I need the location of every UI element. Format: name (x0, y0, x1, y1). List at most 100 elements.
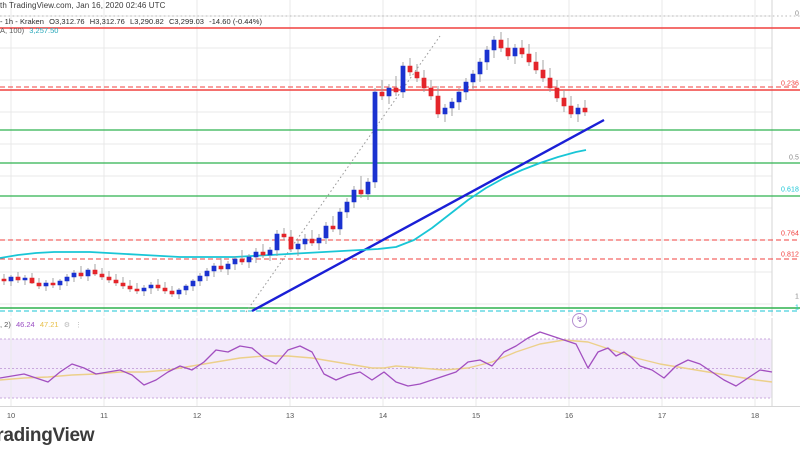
candle-body (379, 91, 385, 97)
price-axis-label[interactable]: 1 (795, 304, 799, 312)
candle-body (8, 276, 14, 282)
candle-body (470, 73, 476, 83)
change-value: -14.60 (-0.44%) (209, 17, 263, 26)
chart-source-caption: th TradingView.com, Jan 16, 2020 02:46 U… (0, 1, 166, 10)
candle-body (64, 276, 70, 282)
candle-body (505, 47, 511, 57)
rsi-legend[interactable]: , 2) 46.24 47.21 ⚙ ⋮ (0, 320, 82, 329)
candle-body (435, 95, 441, 115)
candle-body (540, 69, 546, 79)
rsi-main-line (0, 331, 773, 387)
candle-body (477, 61, 483, 75)
candle-body (225, 263, 231, 270)
candle-body (358, 189, 364, 195)
open-value: O3,312.76 (49, 17, 85, 26)
candle-body (155, 284, 161, 289)
candle-body (78, 272, 84, 277)
time-axis-tick: 17 (657, 411, 667, 420)
badge-label: ↯ (576, 315, 583, 324)
candle-body (106, 276, 112, 281)
candle-body (99, 273, 105, 278)
candle-body (183, 285, 189, 291)
candle-body (36, 282, 42, 287)
time-axis-tick: 15 (471, 411, 481, 420)
candle-body (127, 285, 133, 290)
candle-body (232, 258, 238, 265)
price-axis-label[interactable]: 0.5 (788, 154, 799, 162)
price-chart-pane[interactable] (0, 0, 800, 316)
candle-body (162, 287, 168, 292)
candle-body (400, 65, 406, 93)
ma-label: A, 100) (0, 26, 25, 35)
candle-body (351, 189, 357, 203)
candle-body (463, 81, 469, 93)
candle-body (148, 284, 154, 289)
candle-body (393, 87, 399, 93)
candle-body (568, 105, 574, 115)
candle-body (533, 61, 539, 71)
candle-body (295, 243, 301, 250)
candle-body (29, 277, 35, 284)
candle-body (85, 269, 91, 277)
candle-body (218, 265, 224, 270)
candle-body (428, 87, 434, 97)
candle-body (526, 53, 532, 63)
candle-body (246, 256, 252, 263)
time-axis-tick: 18 (750, 411, 760, 420)
tradingview-watermark: TradingView (0, 425, 95, 446)
candle-body (204, 270, 210, 277)
candle-body (547, 77, 553, 89)
price-axis-label[interactable]: 0.236 (780, 80, 799, 88)
candle-body (211, 265, 217, 272)
candle-body (120, 282, 126, 287)
candle-body (50, 282, 56, 286)
time-axis[interactable]: 10 11 12 13 14 15 16 17 18 (0, 406, 800, 429)
price-chart-canvas[interactable] (0, 0, 800, 316)
trendline-primary-uptrend (251, 118, 605, 313)
candle-body (288, 236, 294, 250)
low-value: L3,290.82 (129, 17, 164, 26)
more-options-icon[interactable]: ⋮ (75, 322, 83, 329)
rsi-signal-line (0, 339, 773, 383)
rsi-signal-value: 47.21 (39, 320, 59, 329)
candle-body (372, 91, 378, 183)
time-axis-tick: 14 (378, 411, 388, 420)
candle-body (575, 107, 581, 115)
ohlc-legend: - 1h - Kraken O3,312.76 H3,312.76 L3,290… (0, 17, 265, 26)
candle-body (169, 290, 175, 295)
candle-body (414, 71, 420, 79)
candle-body (260, 251, 266, 256)
candle-body (281, 233, 287, 238)
price-axis-label[interactable]: 0 (795, 10, 799, 18)
candle-body (323, 225, 329, 239)
chart-annotation-badge[interactable]: ↯ (572, 313, 587, 328)
candle-body (519, 47, 525, 55)
price-axis-label[interactable]: 0.812 (780, 251, 799, 259)
candle-body (22, 277, 28, 281)
candle-body (302, 238, 308, 245)
ma-legend[interactable]: A, 100) 3,257.50 (0, 26, 58, 35)
candle-body (92, 269, 98, 275)
candle-body (491, 39, 497, 51)
candle-body (71, 272, 77, 278)
candle-body (512, 47, 518, 57)
candle-body (386, 87, 392, 97)
time-axis-tick: 13 (285, 411, 295, 420)
time-axis-tick: 11 (100, 411, 108, 420)
candle-body (442, 107, 448, 115)
candle-body (309, 238, 315, 244)
candle-body (365, 181, 371, 195)
candle-body (267, 249, 273, 256)
price-axis-label[interactable]: 0.618 (780, 186, 799, 194)
candle-body (113, 279, 119, 284)
rsi-chart-canvas[interactable] (0, 318, 800, 406)
gear-icon[interactable]: ⚙ (63, 322, 70, 329)
candle-body (554, 87, 560, 99)
candle-body (197, 275, 203, 282)
price-axis-label[interactable]: 0.764 (780, 230, 799, 238)
time-axis-tick: 10 (6, 411, 16, 420)
candle-body (141, 287, 147, 292)
rsi-indicator-pane[interactable] (0, 318, 800, 406)
price-axis-label[interactable]: 1 (795, 293, 799, 301)
